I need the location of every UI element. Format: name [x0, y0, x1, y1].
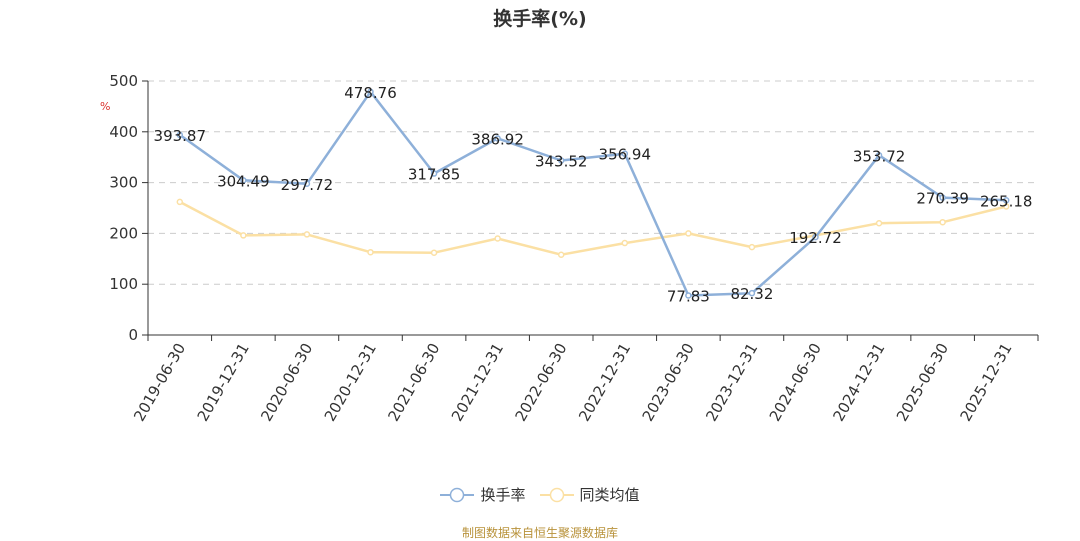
series-point-1	[1002, 197, 1010, 204]
x-tick-label: 2025-12-31	[956, 340, 1015, 425]
series-point-2	[176, 198, 184, 206]
x-tick-label: 2023-06-30	[639, 340, 698, 425]
x-tick-label: 2024-12-31	[829, 340, 888, 425]
series-point-2	[748, 243, 756, 251]
series-line-1	[179, 90, 1007, 297]
legend-label-series-1: 换手率	[480, 486, 526, 504]
legend-item-series-1[interactable]: 换手率	[440, 484, 526, 505]
y-tick-label: 200	[109, 224, 138, 242]
series-point-1	[367, 88, 374, 96]
series-point-2	[303, 231, 311, 238]
x-tick-label: 2019-06-30	[130, 340, 189, 425]
x-tick-label: 2021-12-31	[448, 340, 507, 425]
y-tick-label: 300	[109, 174, 138, 192]
data-label: 343.52	[535, 152, 588, 170]
data-label: 82.32	[730, 285, 773, 303]
y-tick-label: 100	[109, 275, 138, 293]
series-point-2	[367, 248, 374, 256]
data-label: 265.18	[980, 192, 1033, 210]
series-point-2	[1002, 203, 1010, 210]
series-point-1	[494, 135, 501, 142]
series-point-1	[430, 170, 438, 177]
series-point-2	[557, 251, 565, 258]
x-tick-label: 2023-12-31	[702, 340, 761, 425]
y-axis-unit: %	[100, 100, 111, 113]
y-tick-label: 400	[109, 123, 138, 141]
x-tick-label: 2022-12-31	[575, 340, 634, 425]
series-point-1	[748, 289, 756, 297]
data-label: 297.72	[281, 176, 334, 194]
chart-title: 换手率(%)	[493, 8, 587, 30]
y-tick-label: 500	[109, 72, 138, 90]
data-label: 386.92	[471, 130, 524, 148]
x-tick-label: 2021-06-30	[384, 340, 443, 425]
data-label: 478.76	[344, 84, 397, 102]
y-tick-label: 0	[128, 326, 138, 344]
data-label: 353.72	[853, 147, 906, 165]
series-point-2	[494, 235, 501, 242]
legend[interactable]: 换手率 同类均值	[0, 484, 1080, 505]
series-point-2	[875, 219, 883, 227]
series-point-1	[621, 150, 629, 157]
x-tick-label: 2024-06-30	[766, 340, 825, 425]
series-point-2	[939, 218, 946, 226]
x-tick-label: 2020-12-31	[321, 340, 380, 425]
data-label: 317.85	[408, 166, 461, 184]
data-label: 270.39	[916, 190, 969, 208]
data-label: 77.83	[667, 287, 710, 305]
series-point-2	[430, 249, 438, 256]
series-line-2	[179, 200, 1007, 256]
series-point-1	[303, 180, 311, 188]
series-point-2	[685, 230, 692, 237]
series-point-1	[176, 131, 184, 139]
x-tick-label: 2022-06-30	[511, 340, 570, 425]
legend-marker-series-1	[440, 487, 475, 502]
series-point-1	[557, 157, 565, 164]
series-point-1	[685, 292, 692, 299]
legend-item-series-2[interactable]: 同类均值	[539, 484, 640, 505]
series-point-2	[621, 239, 629, 247]
legend-marker-series-2	[539, 487, 574, 502]
data-label: 356.94	[599, 146, 652, 164]
data-label: 393.87	[154, 127, 207, 145]
x-tick-label: 2020-06-30	[257, 340, 316, 425]
series-point-1	[875, 152, 883, 159]
data-label: 192.72	[789, 229, 842, 247]
x-tick-label: 2025-06-30	[893, 340, 952, 425]
x-tick-label: 2019-12-31	[194, 340, 253, 425]
series-point-2	[240, 232, 247, 239]
data-label: 304.49	[217, 172, 270, 190]
series-point-1	[812, 233, 819, 241]
source-footnote: 制图数据来自恒生聚源数据库	[461, 526, 618, 540]
series-point-1	[240, 177, 247, 184]
legend-label-series-2: 同类均值	[579, 486, 640, 504]
series-point-1	[939, 194, 946, 201]
